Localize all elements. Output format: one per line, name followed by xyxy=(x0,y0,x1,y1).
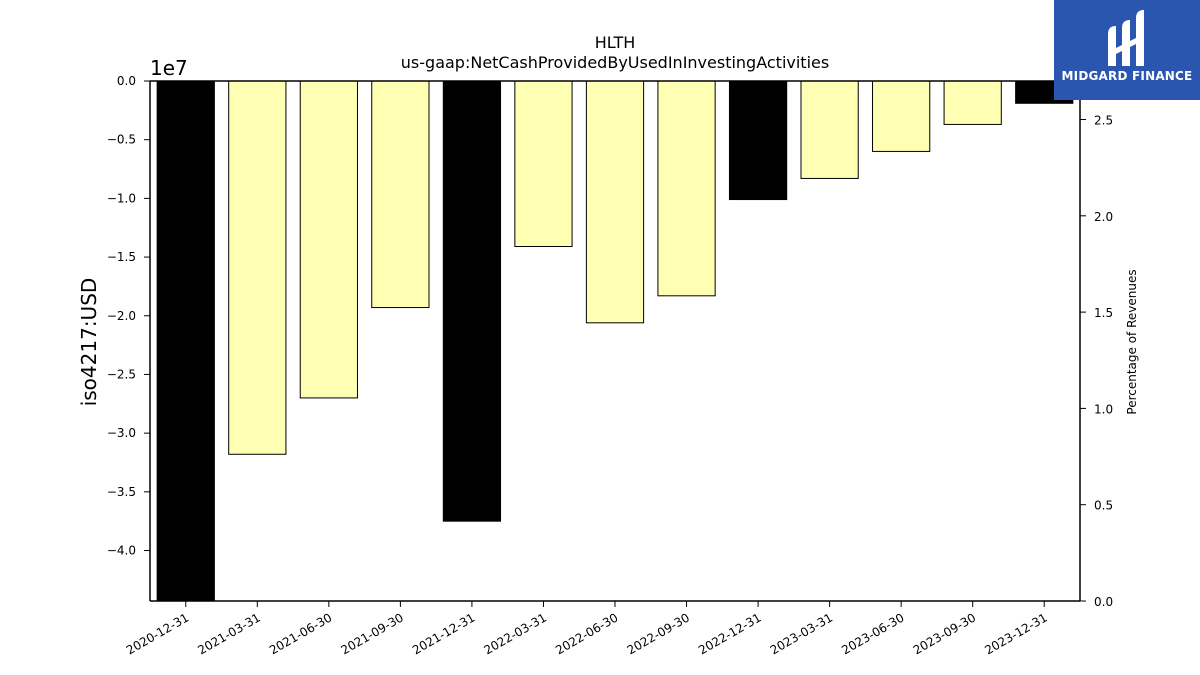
x-tick-label: 2023-03-31 xyxy=(768,610,835,657)
y2-tick-label: 0.0 xyxy=(1094,595,1113,609)
bar-2023-09-30 xyxy=(943,80,1002,125)
bar-2022-03-31 xyxy=(514,80,573,248)
bar-2021-09-30 xyxy=(371,80,430,309)
x-tick-label: 2021-09-30 xyxy=(338,610,405,657)
y-tick-label: −0.5 xyxy=(107,133,136,147)
y-tick-label: −3.0 xyxy=(107,426,136,440)
y-tick-label: −2.0 xyxy=(107,309,136,323)
y2-axis-label: Percentage of Revenues xyxy=(1125,269,1139,414)
y2-tick-label: 0.5 xyxy=(1094,499,1113,513)
y-tick-label: −3.5 xyxy=(107,485,136,499)
y-axis-label: iso4217:USD xyxy=(77,278,101,407)
bar-2022-06-30 xyxy=(585,80,645,324)
y2-tick-label: 2.5 xyxy=(1094,114,1113,128)
x-tick-label: 2022-06-30 xyxy=(553,610,620,657)
logo-mark-icon xyxy=(1108,10,1144,66)
bar-2021-06-30 xyxy=(299,80,358,399)
chart-subtitle: us-gaap:NetCashProvidedByUsedInInvesting… xyxy=(401,53,829,72)
y-tick-label: −2.5 xyxy=(107,367,136,381)
x-tick-label: 2023-06-30 xyxy=(839,610,906,657)
y2-tick-label: 1.5 xyxy=(1094,306,1113,320)
y-tick-label: 0.0 xyxy=(117,74,136,88)
y2-tick-label: 2.0 xyxy=(1094,210,1113,224)
x-tick-label: 2021-12-31 xyxy=(410,610,477,657)
bars-group xyxy=(156,80,1074,602)
x-tick-label: 2022-12-31 xyxy=(696,610,763,657)
bar-2022-12-31 xyxy=(728,80,788,201)
x-tick-label: 2022-03-31 xyxy=(482,610,549,657)
midgard-finance-logo: MIDGARD FINANCE xyxy=(1054,0,1200,100)
bar-2023-06-30 xyxy=(872,80,931,152)
y-axis-offset-label: 1e7 xyxy=(150,56,188,80)
x-tick-label: 2023-12-31 xyxy=(982,610,1049,657)
y-tick-label: −1.5 xyxy=(107,250,136,264)
logo-text: MIDGARD FINANCE xyxy=(1061,69,1193,83)
chart-title: HLTH xyxy=(595,33,636,52)
bar-2021-12-31 xyxy=(442,80,502,522)
x-tick-label: 2020-12-31 xyxy=(124,610,191,657)
bar-2021-03-31 xyxy=(228,80,287,455)
x-tick-label: 2021-03-31 xyxy=(195,610,262,657)
bar-2020-12-31 xyxy=(156,80,215,602)
x-tick-label: 2021-06-30 xyxy=(267,610,334,657)
y-tick-label: −1.0 xyxy=(107,191,136,205)
x-tick-label: 2022-09-30 xyxy=(625,610,692,657)
y2-tick-label: 1.0 xyxy=(1094,402,1113,416)
x-tick-label: 2023-09-30 xyxy=(911,610,978,657)
y-tick-label: −4.0 xyxy=(107,544,136,558)
bar-2023-03-31 xyxy=(800,80,859,179)
bar-2022-09-30 xyxy=(657,80,716,297)
